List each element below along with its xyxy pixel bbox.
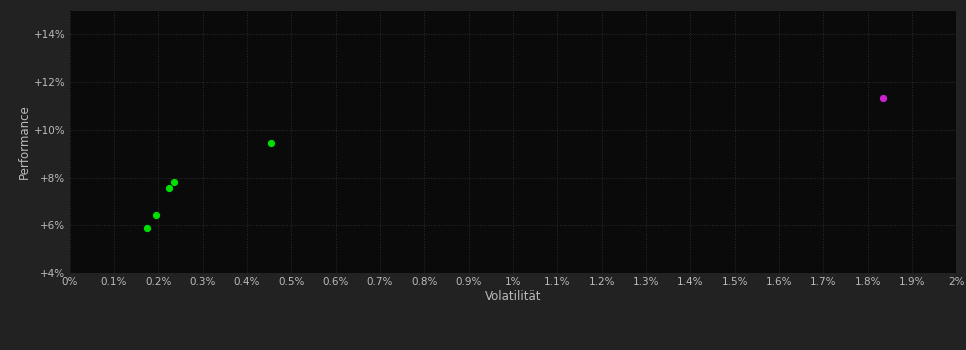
Point bbox=[161, 186, 177, 191]
Point bbox=[875, 95, 891, 100]
X-axis label: Volatilität: Volatilität bbox=[485, 290, 541, 303]
Point bbox=[264, 140, 279, 146]
Point bbox=[139, 225, 155, 230]
Y-axis label: Performance: Performance bbox=[17, 104, 31, 179]
Point bbox=[149, 212, 164, 217]
Point bbox=[166, 180, 182, 185]
